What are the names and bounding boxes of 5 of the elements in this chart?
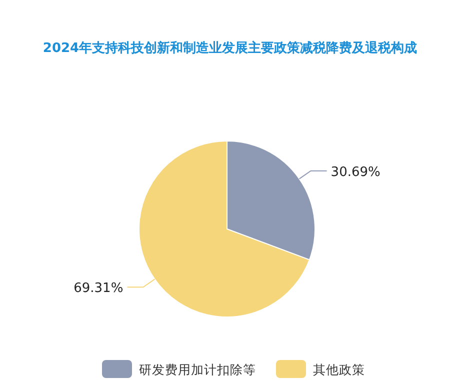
chart-title: 2024年支持科技创新和制造业发展主要政策减税降费及退税构成 (42, 40, 418, 56)
legend-label: 研发费用加计扣除等 (139, 362, 256, 377)
data-label: 69.31% (74, 281, 124, 296)
data-label: 30.69% (330, 164, 380, 180)
legend-label: 其他政策 (313, 362, 365, 377)
